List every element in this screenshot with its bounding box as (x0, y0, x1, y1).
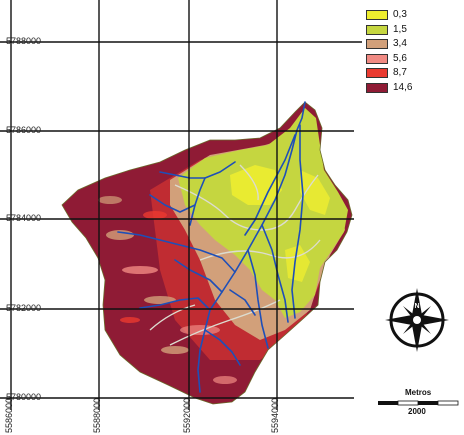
basin-outline (61, 101, 353, 405)
slope-patch (213, 376, 237, 384)
river-tributary (261, 224, 289, 323)
x-tick-label: 5594000 (270, 397, 280, 433)
legend-item: 3,4 (366, 37, 458, 52)
compass-n-letter: N (414, 303, 419, 310)
y-tick-label: 5780000 (6, 392, 42, 402)
y-tick-label: 5784000 (6, 213, 42, 223)
scale-bar (378, 400, 459, 406)
river-tributary (149, 194, 196, 213)
scale-bar-value: 2000 (408, 407, 426, 416)
legend-item: 8,7 (366, 66, 458, 81)
legend-swatch (366, 53, 388, 64)
legend-label: 3,4 (393, 38, 407, 50)
slope-legend: 0,3 1,5 3,4 5,6 8,7 14,6 (366, 8, 458, 96)
slope-zone-flat (230, 165, 282, 205)
river-tributary (159, 161, 236, 179)
slope-patch (180, 325, 220, 335)
slope-zone-flat (300, 170, 330, 215)
river-tributary (189, 177, 206, 226)
legend-item: 5,6 (366, 52, 458, 67)
roads (149, 164, 321, 346)
north-arrow-compass-icon: N (385, 288, 449, 352)
y-tick-label: 5782000 (6, 303, 42, 313)
river-tributary (204, 329, 241, 366)
compass-center (413, 316, 421, 324)
legend-swatch (366, 39, 388, 50)
x-tick-label: 5586000 (4, 397, 14, 433)
road (174, 174, 319, 231)
legend-item: 1,5 (366, 23, 458, 38)
river-tributary (117, 231, 236, 273)
legend-swatch (366, 24, 388, 35)
x-tick-label: 5592000 (182, 397, 192, 433)
slope-patch (144, 296, 176, 304)
legend-swatch (366, 82, 388, 93)
legend-label: 5,6 (393, 52, 407, 64)
river-network (117, 101, 306, 393)
river-tributary (139, 297, 211, 311)
legend-item: 14,6 (366, 81, 458, 96)
slope-patch (161, 346, 189, 354)
slope-patch (98, 196, 122, 204)
y-tick-label: 5786000 (6, 125, 42, 135)
legend-label: 8,7 (393, 67, 407, 79)
legend-label: 1,5 (393, 23, 407, 35)
coordinate-grid (0, 0, 362, 410)
river-tributary (244, 134, 296, 236)
scale-bar-segment (397, 400, 419, 406)
slope-patch (120, 317, 140, 323)
slope-patch (143, 211, 167, 219)
river-tributary (229, 289, 256, 316)
legend-label: 14,6 (393, 81, 413, 93)
slope-patch (122, 266, 158, 274)
road (149, 304, 196, 331)
legend-swatch (366, 10, 388, 20)
legend-swatch (366, 68, 388, 79)
y-tick-label: 5788000 (6, 36, 42, 46)
x-tick-label: 5588000 (92, 397, 102, 433)
river-tributary (174, 259, 223, 293)
road (169, 299, 281, 346)
river-tributary (247, 249, 269, 349)
scale-bar-segment (437, 400, 459, 406)
legend-item: 0,3 (366, 8, 458, 23)
road (239, 164, 259, 201)
road (199, 239, 321, 261)
scale-bar-title: Metros (405, 388, 432, 397)
river-tributary (291, 124, 304, 319)
legend-label: 0,3 (393, 9, 407, 20)
